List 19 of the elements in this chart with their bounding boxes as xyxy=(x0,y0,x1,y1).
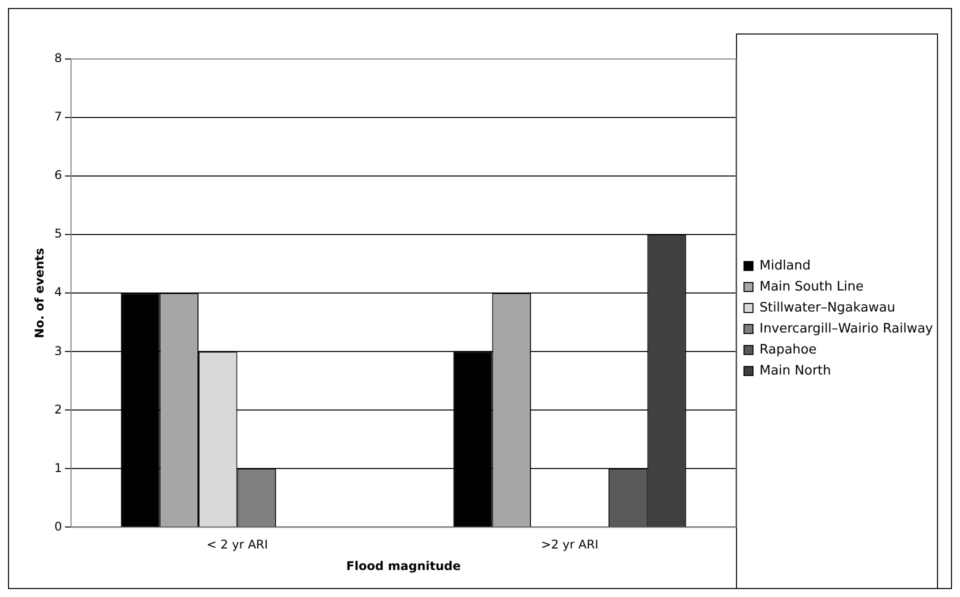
legend-label: Stillwater–Ngakawau xyxy=(759,300,896,316)
legend-label: Main North xyxy=(759,363,832,378)
y-tick-label: 7 xyxy=(54,110,62,124)
legend-label: Main South Line xyxy=(759,279,864,294)
x-tick-label: >2 yr ARI xyxy=(541,538,598,552)
legend-label: Midland xyxy=(759,258,811,274)
y-tick-label: 4 xyxy=(54,285,62,300)
legend-label: Invercargill–Wairio Railway xyxy=(759,321,934,336)
y-tick-label: 8 xyxy=(54,51,62,66)
y-tick-label: 6 xyxy=(54,168,62,182)
y-tick-label: 5 xyxy=(54,226,62,241)
y-tick-label: 0 xyxy=(54,519,62,534)
y-tick-label: 1 xyxy=(54,460,62,475)
y-tick-label: 2 xyxy=(54,402,62,416)
x-axis-title: Flood magnitude xyxy=(346,558,461,573)
y-axis-title: No. of events xyxy=(32,248,46,338)
y-tick-label: 3 xyxy=(54,344,62,358)
x-tick-label: < 2 yr ARI xyxy=(206,538,268,552)
legend-label: Rapahoe xyxy=(759,342,817,358)
